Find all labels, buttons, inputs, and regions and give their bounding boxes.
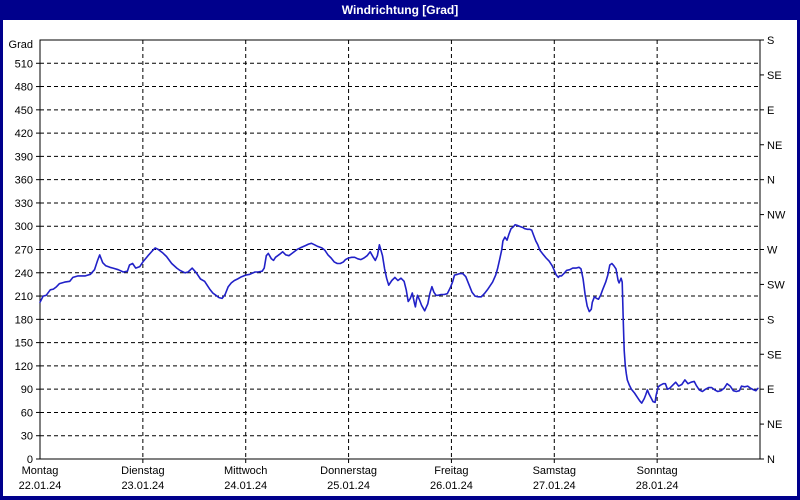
y-axis-tick-label: 90 [21, 384, 33, 396]
y-axis-tick-label: 120 [15, 361, 33, 373]
y-axis-tick-label: 420 [15, 128, 33, 140]
y-axis-tick-label: 30 [21, 431, 33, 443]
day-weekday-label: Samstag [533, 465, 576, 477]
day-weekday-label: Donnerstag [320, 465, 377, 477]
y-axis-tick-label: 360 [15, 175, 33, 187]
wind-direction-line [39, 223, 759, 404]
day-date-label: 23.01.24 [121, 480, 164, 492]
day-weekday-label: Sonntag [637, 465, 678, 477]
y-axis-unit-label: Grad [9, 39, 33, 51]
compass-axis-label: NW [767, 210, 786, 222]
compass-axis-label: SE [767, 349, 782, 361]
wind-direction-chart: Grad 0 30 60 90 120 150 180 210 240 270 300 330 360 39… [9, 35, 786, 492]
y-axis-tick-label: 300 [15, 221, 33, 233]
compass-axis-label: W [767, 245, 778, 257]
compass-axis-label: SE [767, 70, 782, 82]
compass-axis-label: NE [767, 419, 782, 431]
y-axis-tick-label: 180 [15, 314, 33, 326]
y-axis-tick-label: 450 [15, 105, 33, 117]
day-date-label: 28.01.24 [636, 480, 679, 492]
y-axis-tick-label: 510 [15, 58, 33, 70]
day-weekday-label: Dienstag [121, 465, 164, 477]
day-date-label: 27.01.24 [533, 480, 576, 492]
day-date-label: 25.01.24 [327, 480, 370, 492]
chart-area: Grad 0 30 60 90 120 150 180 210 240 270 300 330 360 39… [3, 20, 797, 496]
day-date-label: 26.01.24 [430, 480, 473, 492]
day-date-label: 24.01.24 [224, 480, 267, 492]
compass-axis-label: N [767, 454, 775, 466]
compass-axis-label: E [767, 105, 774, 117]
y-axis-tick-label: 480 [15, 82, 33, 94]
y-axis-tick-label: 60 [21, 407, 33, 419]
compass-axis-label: S [767, 314, 774, 326]
y-axis-tick-label: 390 [15, 151, 33, 163]
day-weekday-label: Mittwoch [224, 465, 267, 477]
y-axis-tick-label: 240 [15, 268, 33, 280]
compass-axis-label: E [767, 384, 774, 396]
day-date-label: 22.01.24 [19, 480, 62, 492]
title-bar: Windrichtung [Grad] [0, 0, 800, 20]
day-weekday-label: Freitag [434, 465, 468, 477]
compass-axis-label: NE [767, 140, 782, 152]
window-title: Windrichtung [Grad] [341, 3, 459, 17]
y-axis-tick-label: 210 [15, 291, 33, 303]
compass-axis-label: S [767, 35, 774, 47]
y-axis-tick-label: 0 [27, 454, 33, 466]
y-axis-tick-label: 150 [15, 338, 33, 350]
day-weekday-label: Montag [22, 465, 59, 477]
y-axis-tick-label: 270 [15, 245, 33, 257]
compass-axis-label: N [767, 175, 775, 187]
compass-axis-label: SW [767, 279, 785, 291]
y-axis-tick-label: 330 [15, 198, 33, 210]
